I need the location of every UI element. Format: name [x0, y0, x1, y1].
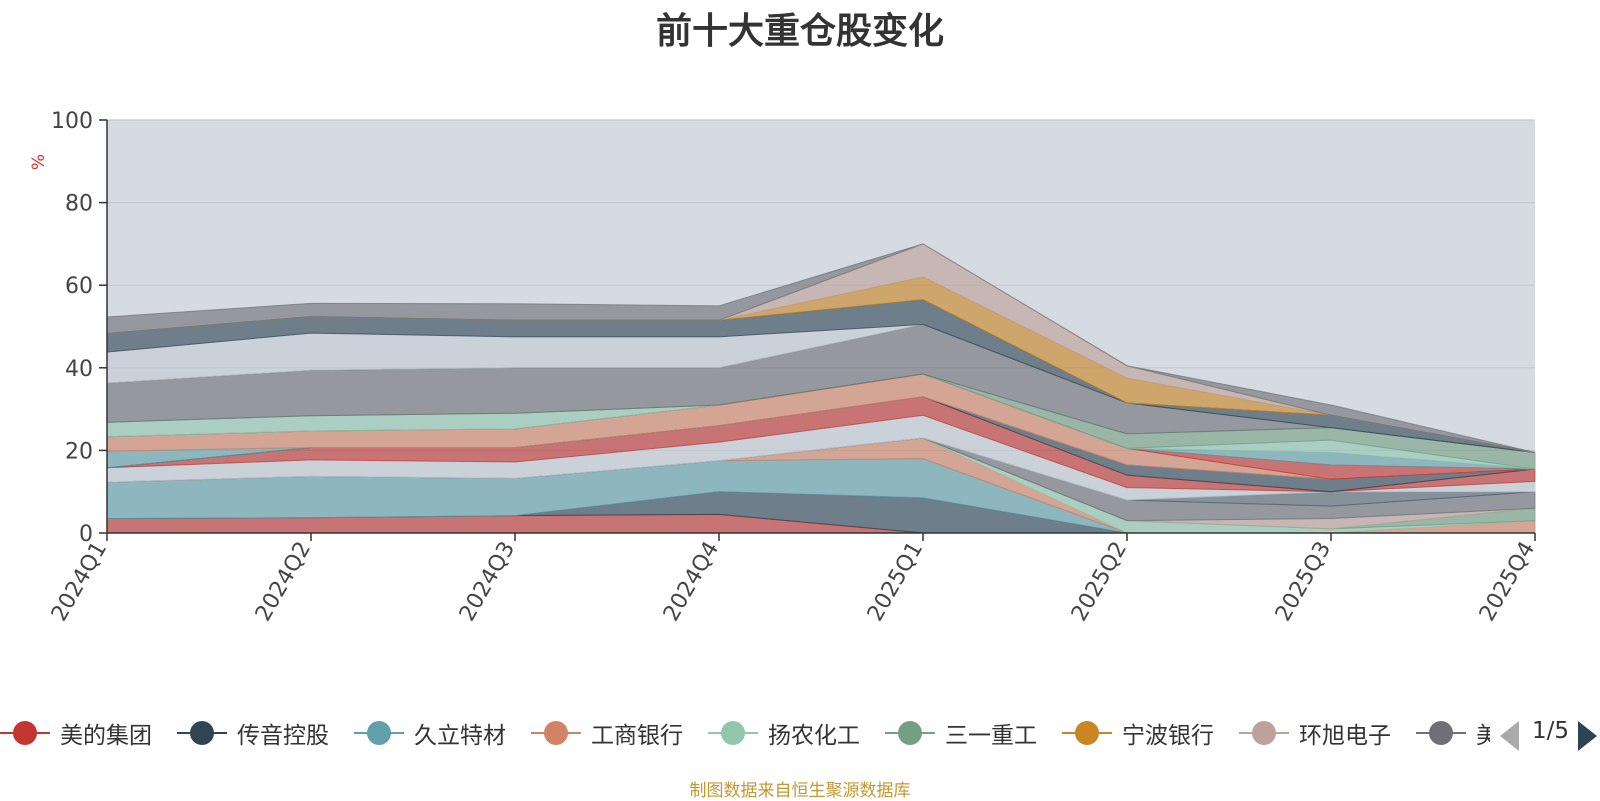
area-series — [106, 243, 1536, 453]
y-tick-label: 0 — [79, 522, 93, 547]
legend-item[interactable]: 美 — [1416, 712, 1490, 754]
legend-marker-icon — [177, 712, 227, 754]
x-tick-label: 2025Q2 — [1067, 538, 1132, 626]
x-tick-label: 2025Q1 — [863, 538, 928, 626]
legend-label: 美 — [1476, 723, 1490, 749]
legend-label: 三一重工 — [945, 723, 1037, 749]
legend-marker-icon — [531, 712, 581, 754]
legend-item[interactable]: 三一重工 — [885, 712, 1037, 754]
legend-label: 美的集团 — [60, 723, 152, 749]
legend-marker-icon — [0, 712, 50, 754]
legend-label: 传音控股 — [237, 723, 329, 749]
legend-item[interactable]: 宁波银行 — [1062, 712, 1214, 754]
chart-title: 前十大重仓股变化 — [655, 11, 944, 52]
y-tick-label: 60 — [65, 274, 93, 299]
source-note: 制图数据来自恒生聚源数据库 — [689, 781, 911, 801]
x-tick-label: 2024Q4 — [659, 538, 724, 626]
y-tick-label: 20 — [65, 439, 93, 464]
legend-label: 宁波银行 — [1122, 723, 1214, 749]
x-tick-label: 2025Q3 — [1271, 538, 1336, 626]
legend-marker-icon — [354, 712, 404, 754]
legend-page-indicator: 1/5 — [1532, 718, 1570, 744]
y-axis-unit-label: % — [29, 154, 49, 170]
legend-item[interactable]: 环旭电子 — [1239, 712, 1391, 754]
legend-label: 扬农化工 — [768, 723, 860, 749]
legend-pager: 1/5 — [1496, 714, 1600, 754]
legend-marker-icon — [885, 712, 935, 754]
legend-label: 工商银行 — [591, 723, 683, 749]
y-tick-label: 100 — [51, 109, 93, 134]
x-tick-label: 2024Q1 — [47, 538, 112, 626]
x-tick-label: 2024Q2 — [251, 538, 316, 626]
legend-marker-icon — [1416, 712, 1466, 754]
legend-marker-icon — [1239, 712, 1289, 754]
legend-marker-icon — [1062, 712, 1112, 754]
legend-item[interactable]: 工商银行 — [531, 712, 683, 754]
legend: 美的集团 传音控股 久立特材 工商银行 扬农化工 三一重工 宁波银行 环旭电子 美 — [0, 712, 1490, 754]
legend-item[interactable]: 美的集团 — [0, 712, 152, 754]
y-tick-label: 40 — [65, 357, 93, 382]
legend-prev-page-icon[interactable] — [1500, 721, 1519, 751]
legend-label: 久立特材 — [414, 723, 506, 749]
y-tick-label: 80 — [65, 192, 93, 217]
legend-item[interactable]: 扬农化工 — [708, 712, 860, 754]
legend-marker-icon — [708, 712, 758, 754]
x-tick-label: 2024Q3 — [455, 538, 520, 626]
legend-next-page-icon[interactable] — [1578, 721, 1597, 751]
x-tick-label: 2025Q4 — [1475, 538, 1540, 626]
legend-label: 环旭电子 — [1299, 723, 1391, 749]
legend-item[interactable]: 久立特材 — [354, 712, 506, 754]
legend-item[interactable]: 传音控股 — [177, 712, 329, 754]
